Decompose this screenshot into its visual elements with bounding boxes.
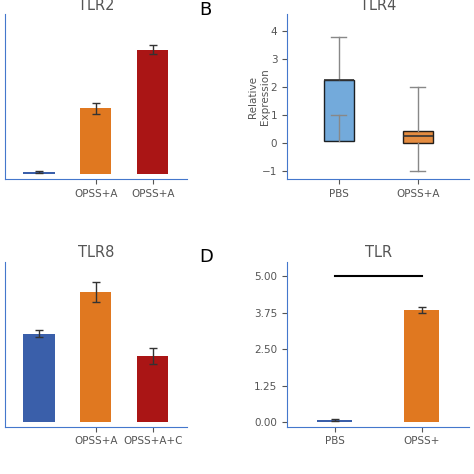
Bar xyxy=(80,292,111,422)
PathPatch shape xyxy=(324,80,354,141)
Text: D: D xyxy=(200,248,213,266)
Title: TLR2: TLR2 xyxy=(78,0,114,13)
Bar xyxy=(318,420,352,422)
Title: TLR: TLR xyxy=(365,246,392,261)
Bar xyxy=(137,50,168,174)
Text: B: B xyxy=(200,1,212,19)
Title: TLR4: TLR4 xyxy=(360,0,396,13)
Bar xyxy=(80,108,111,174)
PathPatch shape xyxy=(403,131,433,143)
Bar xyxy=(137,356,168,422)
Bar xyxy=(23,334,55,422)
Y-axis label: Relative
Expression: Relative Expression xyxy=(248,68,270,125)
Bar xyxy=(404,310,439,422)
Bar xyxy=(23,172,55,174)
Title: TLR8: TLR8 xyxy=(78,246,114,261)
